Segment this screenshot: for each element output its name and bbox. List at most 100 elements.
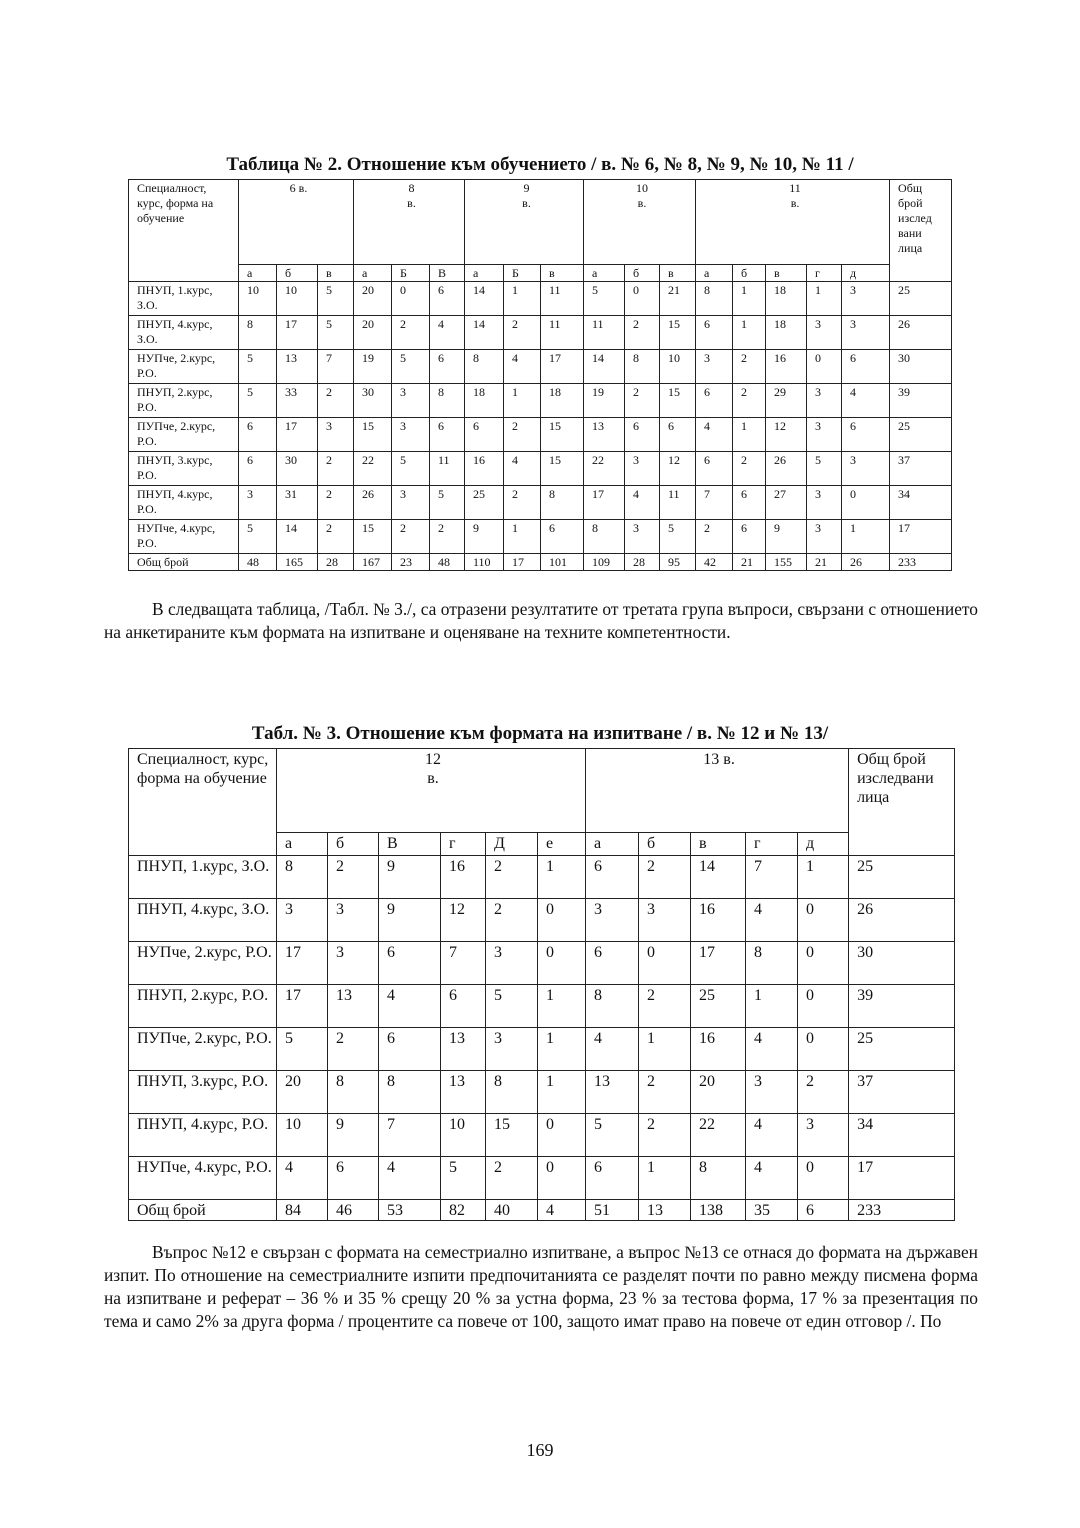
- value-cell: 15: [540, 417, 584, 452]
- value-cell: 18: [765, 281, 807, 316]
- value-cell: 6: [840, 349, 891, 384]
- value-cell: 3: [276, 898, 328, 942]
- value-cell: 2: [638, 855, 692, 899]
- value-cell: 3: [624, 519, 660, 554]
- value-cell: 1: [503, 281, 541, 316]
- table-row: ПУПче, 2.курс, Р.О. 6 17 3 15 3 6 6 2 15 13 6 6 4 1 12 3…: [128, 417, 953, 452]
- question-group-header: 12 в.: [275, 748, 587, 833]
- question-group-header: 9 в.: [464, 179, 584, 265]
- row-label-cell: ПНУП, 2.курс, Р.О.: [128, 383, 239, 418]
- answer-option-cell: в: [317, 264, 354, 282]
- sum-row: Общ брой 84 46 53 82 40 4 51 13 138 35 6 233: [128, 1198, 956, 1222]
- value-cell: 3: [391, 485, 430, 520]
- value-cell: 5: [391, 451, 430, 486]
- value-cell: 17: [503, 553, 541, 571]
- table-row: ПНУП, 1.курс, З.О. 8 2 9 16 2 1 6 2 14 7 1 25: [128, 855, 956, 899]
- value-cell: 5: [317, 281, 354, 316]
- value-cell: 6: [840, 417, 891, 452]
- value-cell: 14: [583, 349, 625, 384]
- value-cell: 2: [317, 485, 354, 520]
- value-cell: 3: [840, 281, 891, 316]
- row-total-cell: 37: [889, 451, 953, 486]
- value-cell: 1: [745, 984, 799, 1028]
- row-total-cell: 39: [889, 383, 953, 418]
- value-cell: 17: [276, 984, 328, 1028]
- value-cell: 53: [378, 1198, 441, 1222]
- value-cell: 5: [276, 1027, 328, 1071]
- answer-option-cell: г: [745, 832, 799, 856]
- value-cell: 5: [440, 1156, 486, 1200]
- value-cell: 0: [797, 941, 850, 985]
- value-cell: 22: [690, 1113, 747, 1157]
- row-label-cell: ПУПче, 2.курс, Р.О.: [128, 417, 239, 452]
- value-cell: 8: [585, 984, 640, 1028]
- header-row: Специалност, курс, форма на обучение 6 в.…: [128, 179, 953, 282]
- table-row: ПНУП, 4.курс, З.О. 3 3 9 12 2 0 3 3 16 4 0 26: [128, 898, 956, 942]
- table-row: ПНУП, 4.курс, З.О. 8 17 5 20 2 4 14 2 11 11 2 15 6 1 18…: [128, 315, 953, 350]
- row-total-cell: 34: [848, 1113, 956, 1157]
- value-cell: 48: [238, 553, 277, 571]
- value-cell: 84: [276, 1198, 328, 1222]
- value-cell: 2: [317, 451, 354, 486]
- value-cell: 9: [378, 898, 441, 942]
- answer-option-cell: б: [624, 264, 660, 282]
- paragraph-discussion: Въпрос №12 е свързан с формата на семест…: [104, 1242, 978, 1331]
- value-cell: 8: [276, 855, 328, 899]
- answer-option-cell: г: [440, 832, 486, 856]
- value-cell: 6: [585, 1156, 640, 1200]
- row-total-cell: 30: [848, 941, 956, 985]
- value-cell: 3: [485, 1027, 538, 1071]
- value-cell: 17: [276, 417, 318, 452]
- value-cell: 13: [583, 417, 625, 452]
- question-label: 12: [425, 751, 442, 768]
- value-cell: 2: [732, 383, 766, 418]
- row-total-cell: 26: [848, 898, 956, 942]
- value-cell: 0: [624, 281, 660, 316]
- paragraph-intro-table3: В следващата таблица, /Табл. № 3./, са о…: [104, 599, 978, 642]
- value-cell: 4: [585, 1027, 640, 1071]
- value-cell: 101: [540, 553, 584, 571]
- value-cell: 3: [840, 315, 891, 350]
- value-cell: 3: [391, 417, 430, 452]
- row-header-cell: Специалност, курс, форма на обучение: [128, 179, 239, 282]
- value-cell: 2: [327, 855, 379, 899]
- value-cell: 3: [806, 315, 842, 350]
- value-cell: 6: [378, 1027, 441, 1071]
- row-label-cell: ПНУП, 4.курс, Р.О.: [128, 1113, 277, 1157]
- value-cell: 15: [540, 451, 584, 486]
- value-cell: 19: [583, 383, 625, 418]
- value-cell: 17: [583, 485, 625, 520]
- value-cell: 0: [391, 281, 430, 316]
- value-cell: 13: [585, 1070, 640, 1114]
- value-cell: 12: [765, 417, 807, 452]
- answer-option-cell: д: [797, 832, 850, 856]
- question-label: 11: [789, 181, 801, 195]
- table-row: ПНУП, 1.курс, З.О. 10 10 5 20 0 6 14 1 11 5 0 21 8 1 18…: [128, 281, 953, 316]
- value-cell: 25: [690, 984, 747, 1028]
- value-cell: 33: [276, 383, 318, 418]
- value-cell: 3: [806, 519, 842, 554]
- row-total-cell: 25: [848, 855, 956, 899]
- value-cell: 22: [583, 451, 625, 486]
- value-cell: 8: [745, 941, 799, 985]
- value-cell: 15: [659, 383, 696, 418]
- value-cell: 2: [695, 519, 733, 554]
- value-cell: 10: [238, 281, 277, 316]
- value-cell: 6: [238, 417, 277, 452]
- question-group-header: 10 в.: [583, 179, 696, 265]
- value-cell: 11: [540, 281, 584, 316]
- question-group-header: 6 в.: [238, 179, 354, 265]
- value-cell: 2: [485, 898, 538, 942]
- value-cell: 17: [276, 315, 318, 350]
- value-cell: 14: [464, 281, 504, 316]
- value-cell: 8: [540, 485, 584, 520]
- value-cell: 3: [585, 898, 640, 942]
- table2-caption: Таблица № 2. Отношение към обучението / …: [226, 154, 854, 175]
- value-cell: 3: [327, 941, 379, 985]
- value-cell: 1: [638, 1027, 692, 1071]
- value-cell: 1: [840, 519, 891, 554]
- answer-option-cell: а: [464, 264, 504, 282]
- value-cell: 6: [695, 315, 733, 350]
- row-label-cell: НУПче, 2.курс, Р.О.: [128, 941, 277, 985]
- question-label-suffix: в.: [407, 196, 416, 210]
